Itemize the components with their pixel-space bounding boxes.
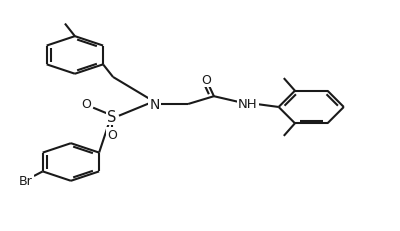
Text: N: N [149, 97, 160, 112]
Text: Br: Br [19, 174, 33, 187]
Text: S: S [107, 109, 116, 124]
Text: NH: NH [238, 98, 258, 111]
Text: O: O [81, 98, 91, 111]
Text: O: O [107, 129, 117, 142]
Text: O: O [201, 73, 211, 86]
